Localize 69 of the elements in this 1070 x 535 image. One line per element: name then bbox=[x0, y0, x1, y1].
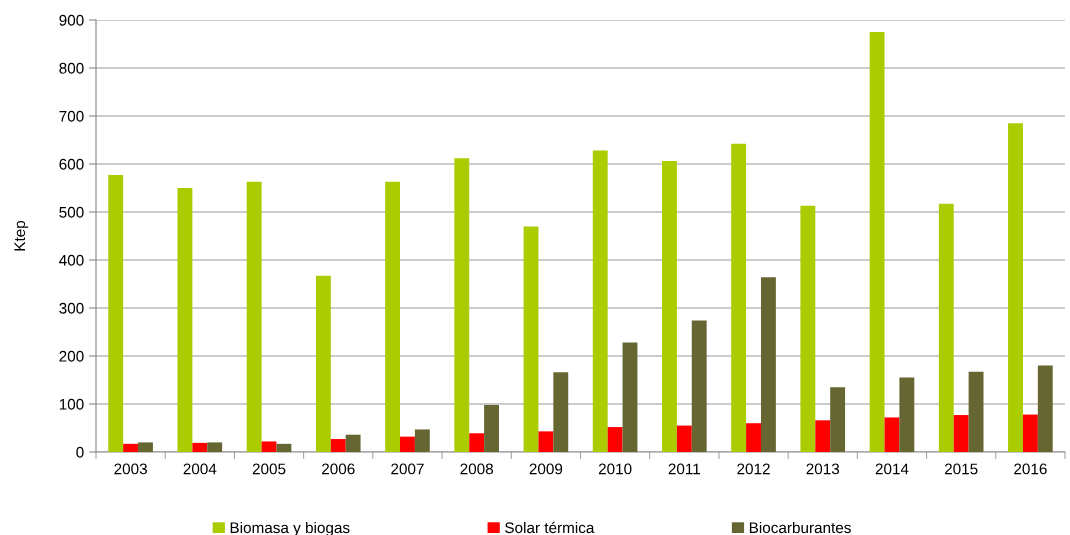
y-tick-label: 500 bbox=[59, 206, 84, 218]
bar bbox=[869, 32, 885, 452]
bar bbox=[953, 415, 969, 452]
bar bbox=[662, 161, 677, 452]
bar bbox=[830, 387, 846, 452]
bar bbox=[469, 433, 485, 452]
x-tick-label: 2009 bbox=[529, 463, 563, 475]
legend-label: Biocarburantes bbox=[749, 521, 851, 534]
bar bbox=[276, 443, 292, 452]
bar bbox=[484, 404, 499, 452]
bar bbox=[607, 427, 623, 452]
bar bbox=[138, 442, 153, 452]
bar bbox=[1008, 123, 1023, 452]
bar bbox=[731, 143, 747, 452]
x-tick-label: 2004 bbox=[183, 463, 217, 475]
bar bbox=[108, 175, 124, 452]
bar bbox=[261, 441, 277, 452]
bar bbox=[414, 429, 430, 452]
bar bbox=[400, 436, 415, 452]
bar bbox=[177, 188, 193, 452]
x-tick-label: 2013 bbox=[806, 463, 840, 475]
bar bbox=[815, 420, 831, 452]
bar bbox=[330, 439, 346, 452]
bar bbox=[800, 205, 816, 452]
bar bbox=[968, 371, 984, 452]
y-tick-label: 900 bbox=[59, 14, 84, 26]
x-tick-label: 2014 bbox=[875, 463, 909, 475]
bar bbox=[1022, 414, 1038, 452]
y-tick-label: 0 bbox=[76, 446, 84, 458]
bar bbox=[246, 181, 262, 452]
bar bbox=[207, 442, 223, 452]
bar bbox=[538, 431, 554, 452]
y-axis-title: Ktep bbox=[14, 220, 29, 251]
legend-label: Solar térmica bbox=[505, 521, 595, 534]
x-tick-label: 2012 bbox=[737, 463, 770, 475]
bar bbox=[454, 158, 470, 452]
x-tick-label: 2007 bbox=[391, 463, 424, 475]
y-tick-label: 800 bbox=[59, 62, 84, 74]
bar bbox=[123, 443, 139, 452]
bar bbox=[192, 442, 208, 452]
x-tick-label: 2006 bbox=[322, 463, 355, 475]
bar bbox=[385, 181, 401, 452]
x-tick-label: 2003 bbox=[114, 463, 147, 475]
x-tick-label: 2011 bbox=[668, 463, 701, 475]
y-tick-label: 300 bbox=[59, 302, 84, 314]
y-tick-label: 400 bbox=[59, 254, 84, 266]
bar bbox=[553, 372, 569, 452]
y-tick-label: 100 bbox=[59, 398, 84, 410]
y-tick-label: 700 bbox=[59, 110, 84, 122]
bar bbox=[899, 377, 915, 452]
bar bbox=[1037, 365, 1053, 452]
bar bbox=[523, 226, 539, 452]
x-tick-label: 2016 bbox=[1014, 463, 1047, 475]
bar bbox=[691, 320, 707, 452]
bar bbox=[622, 342, 638, 452]
y-tick-label: 200 bbox=[59, 350, 84, 362]
x-tick-label: 2008 bbox=[460, 463, 494, 475]
x-tick-label: 2010 bbox=[598, 463, 632, 475]
bar bbox=[746, 423, 761, 452]
bar bbox=[938, 203, 954, 452]
bar bbox=[315, 275, 331, 452]
y-tick-label: 600 bbox=[59, 158, 84, 170]
x-tick-label: 2015 bbox=[944, 463, 978, 475]
bar bbox=[592, 150, 608, 452]
x-tick-label: 2005 bbox=[252, 463, 286, 475]
bar bbox=[345, 434, 361, 452]
bar bbox=[760, 277, 776, 452]
bar bbox=[676, 425, 692, 452]
bar bbox=[884, 417, 900, 452]
